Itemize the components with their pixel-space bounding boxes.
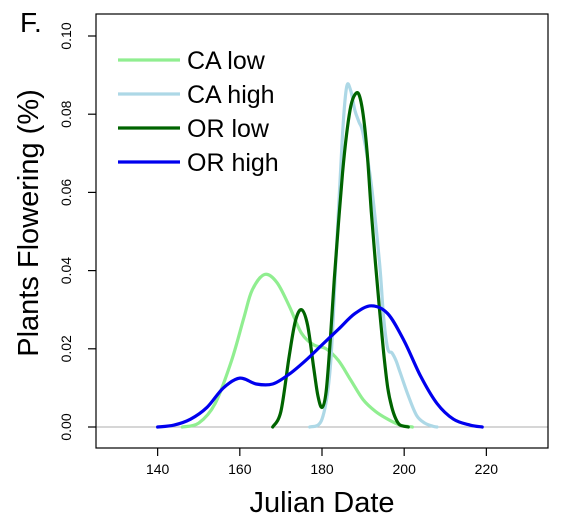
y-tick-label: 0.08 <box>58 100 74 127</box>
series-layer <box>156 82 484 429</box>
x-tick-label: 220 <box>475 461 499 477</box>
y-axis: 0.00 0.02 0.04 0.06 0.08 0.10 <box>58 22 96 441</box>
legend-label-or-low: OR low <box>187 115 270 143</box>
x-tick-label: 140 <box>146 461 170 477</box>
y-tick-label: 0.06 <box>58 179 74 206</box>
panel-label: F. <box>20 7 42 38</box>
legend-label-ca-low: CA low <box>187 47 266 75</box>
legend: CA low CA high OR low OR high <box>118 47 279 177</box>
legend-label-or-high: OR high <box>187 149 279 177</box>
series-line-ca-low <box>180 272 414 429</box>
y-tick-label: 0.04 <box>58 257 74 284</box>
x-tick-label: 160 <box>228 461 252 477</box>
y-tick-label: 0.10 <box>58 22 74 49</box>
plot-frame <box>95 13 549 449</box>
x-tick-label: 180 <box>310 461 334 477</box>
y-tick-label: 0.00 <box>58 413 74 440</box>
y-axis-label: Plants Flowering (%) <box>13 89 45 357</box>
series-line-or-high <box>156 304 484 429</box>
x-tick-label: 200 <box>393 461 417 477</box>
series-line-or-low <box>271 91 410 429</box>
x-axis-label: Julian Date <box>249 487 394 519</box>
y-tick-label: 0.02 <box>58 335 74 362</box>
x-axis: 140 160 180 200 220 <box>146 448 498 477</box>
legend-label-ca-high: CA high <box>187 81 275 109</box>
